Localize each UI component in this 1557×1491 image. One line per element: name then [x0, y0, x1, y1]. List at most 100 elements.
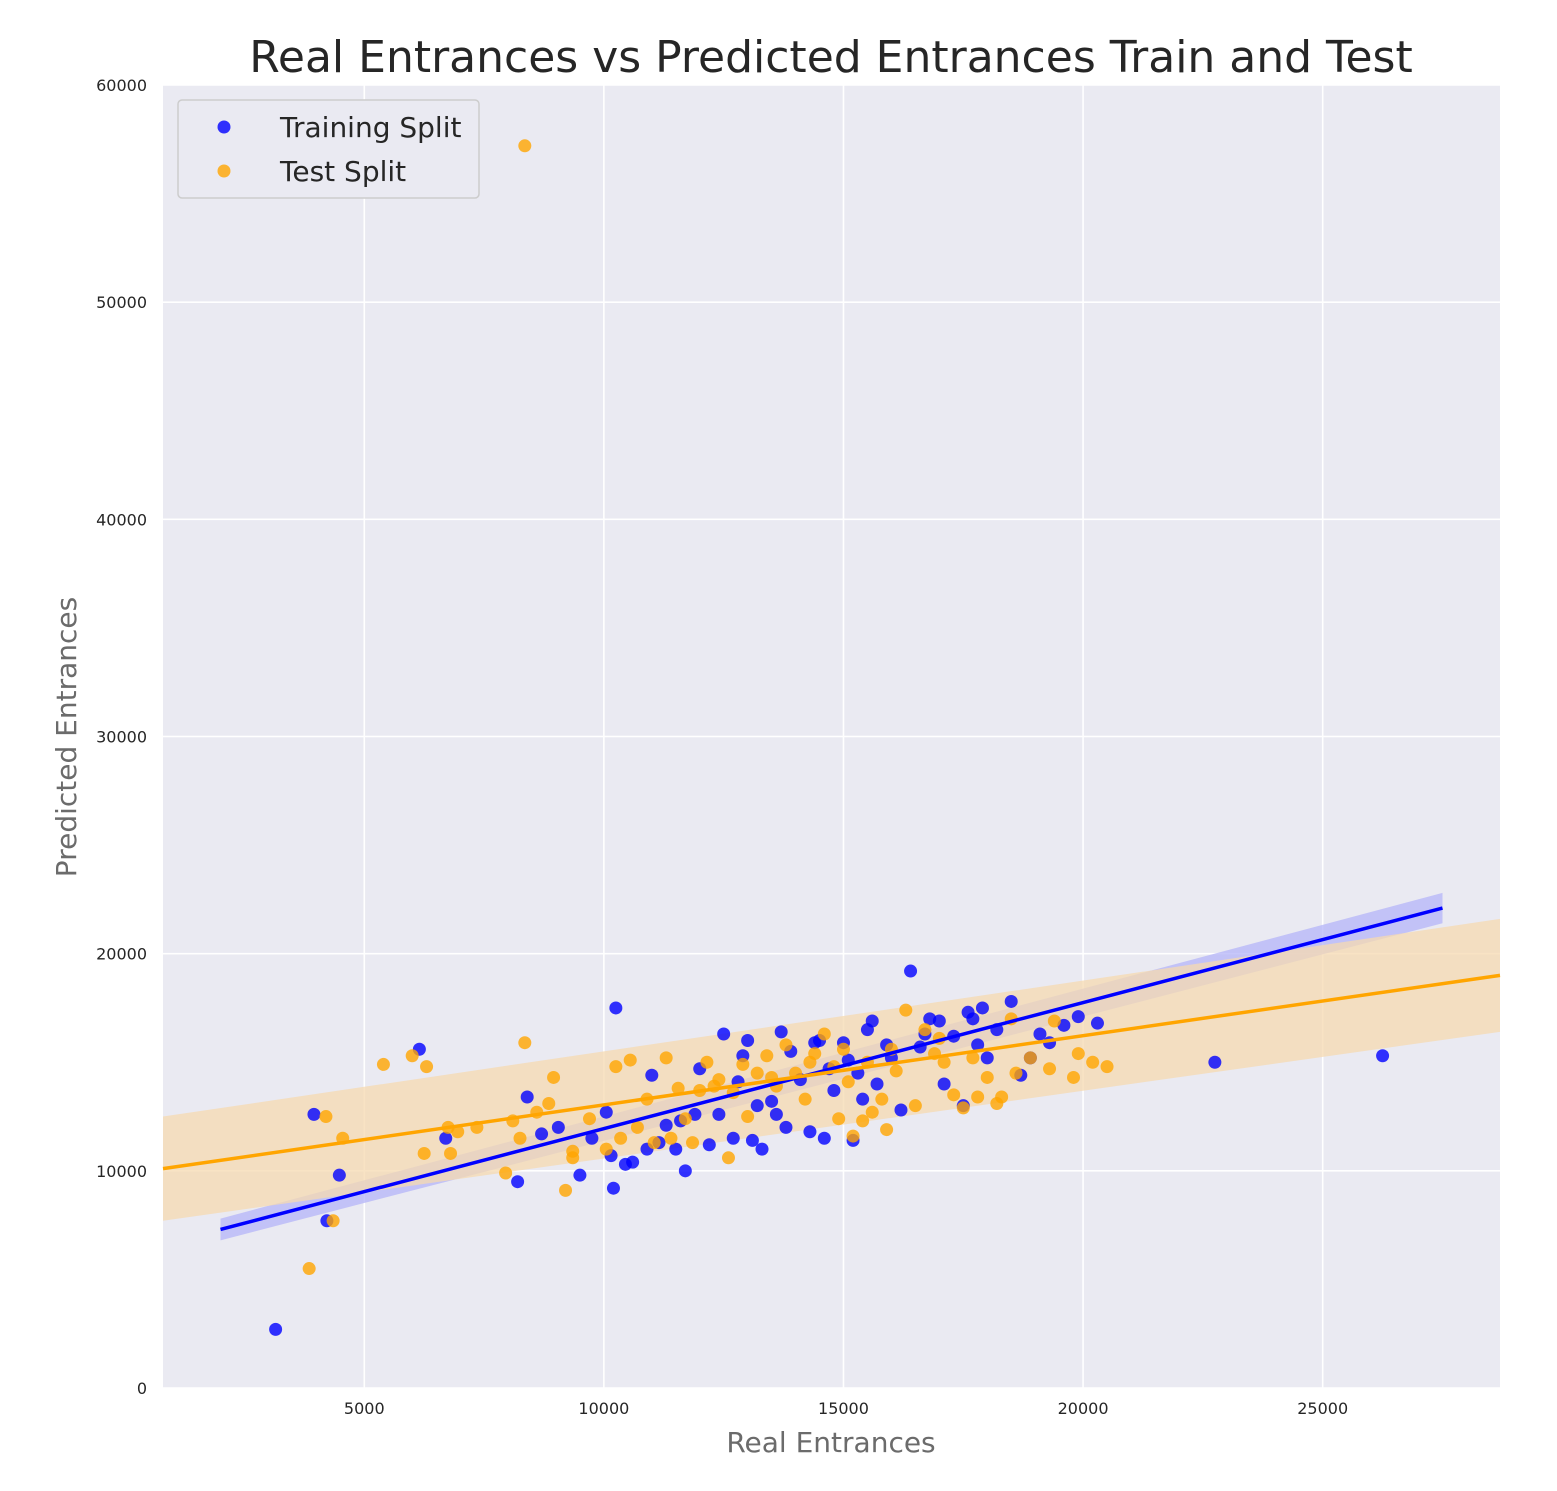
test-point — [817, 1027, 831, 1041]
y-tick-label: 50000 — [96, 293, 147, 312]
test-point — [686, 1136, 700, 1150]
training-point — [803, 1125, 817, 1139]
training-point — [817, 1131, 831, 1145]
x-tick-label: 5000 — [344, 1399, 385, 1418]
test-point — [841, 1075, 855, 1089]
training-point — [520, 1090, 534, 1104]
training-point — [332, 1168, 346, 1182]
training-point — [659, 1118, 673, 1132]
test-point — [832, 1112, 846, 1126]
training-point — [626, 1155, 640, 1169]
training-point — [870, 1077, 884, 1091]
training-point — [599, 1105, 613, 1119]
training-point — [573, 1168, 587, 1182]
legend-marker-test — [217, 164, 231, 178]
test-point — [559, 1183, 573, 1197]
test-point — [937, 1055, 951, 1069]
training-point — [745, 1133, 759, 1147]
x-tick-label: 25000 — [1297, 1399, 1348, 1418]
test-point — [966, 1051, 980, 1065]
test-point — [736, 1057, 750, 1071]
training-point — [750, 1099, 764, 1113]
test-point — [899, 1003, 913, 1017]
test-point — [609, 1060, 623, 1074]
test-point — [518, 1036, 532, 1050]
training-point — [1090, 1016, 1104, 1030]
test-point — [1043, 1062, 1057, 1076]
legend-label-training: Training Split — [279, 111, 461, 144]
test-point — [803, 1055, 817, 1069]
test-point — [880, 1123, 894, 1137]
test-point — [623, 1053, 637, 1067]
test-point — [647, 1136, 661, 1150]
test-point — [444, 1146, 458, 1160]
test-point — [1086, 1055, 1100, 1069]
test-point — [302, 1262, 316, 1276]
test-point — [1009, 1066, 1023, 1080]
training-point — [551, 1120, 565, 1134]
test-point — [499, 1166, 513, 1180]
x-axis-label: Real Entrances — [726, 1426, 935, 1459]
test-point — [721, 1151, 735, 1165]
legend-label-test: Test Split — [279, 155, 406, 188]
test-point — [518, 139, 532, 153]
test-point — [995, 1090, 1009, 1104]
test-point — [678, 1112, 692, 1126]
test-regression-line — [162, 973, 1501, 1171]
test-point — [319, 1110, 333, 1124]
training-point — [971, 1038, 985, 1052]
test-point — [630, 1120, 644, 1134]
test-point — [956, 1101, 970, 1115]
test-point — [798, 1092, 812, 1106]
training-point — [904, 964, 918, 978]
x-tick-label: 10000 — [578, 1399, 629, 1418]
training-point — [894, 1103, 908, 1117]
training-point — [765, 1094, 779, 1108]
test-point — [700, 1055, 714, 1069]
test-point — [856, 1114, 870, 1128]
training-point — [535, 1127, 549, 1141]
test-point — [889, 1064, 903, 1078]
regression-lines — [162, 906, 1501, 1232]
training-point — [511, 1175, 525, 1189]
training-regression-line — [220, 906, 1443, 1232]
training-point — [439, 1131, 453, 1145]
training-point — [678, 1164, 692, 1178]
chart-title: Real Entrances vs Predicted Entrances Tr… — [249, 32, 1412, 83]
y-tick-label: 20000 — [96, 945, 147, 964]
training-point — [779, 1120, 793, 1134]
test-point — [671, 1081, 685, 1095]
training-point — [1033, 1027, 1047, 1041]
y-tick-label: 60000 — [96, 76, 147, 95]
training-point — [645, 1068, 659, 1082]
test-point — [908, 1099, 922, 1113]
test-point — [779, 1038, 793, 1052]
test-point — [420, 1060, 434, 1074]
legend: Training Split Test Split — [177, 99, 480, 199]
training-point — [827, 1083, 841, 1097]
test-point — [865, 1105, 879, 1119]
training-point — [1208, 1055, 1222, 1069]
data-points — [269, 139, 1390, 1336]
training-point — [856, 1092, 870, 1106]
y-tick-label: 30000 — [96, 728, 147, 747]
y-tick-label: 0 — [137, 1379, 147, 1398]
test-point — [1067, 1070, 1081, 1084]
training-point — [712, 1107, 726, 1121]
training-point — [702, 1138, 716, 1152]
y-axis-label: Predicted Entrances — [50, 597, 83, 877]
test-point — [971, 1090, 985, 1104]
training-point — [860, 1023, 874, 1037]
training-point — [1004, 994, 1018, 1008]
x-tick-label: 20000 — [1058, 1399, 1109, 1418]
test-point — [1071, 1047, 1085, 1061]
test-point — [875, 1092, 889, 1106]
training-point — [937, 1077, 951, 1091]
training-point — [1071, 1010, 1085, 1024]
test-point — [741, 1110, 755, 1124]
test-point — [1023, 1051, 1037, 1065]
training-point — [980, 1051, 994, 1065]
training-point — [932, 1014, 946, 1028]
training-point — [769, 1107, 783, 1121]
